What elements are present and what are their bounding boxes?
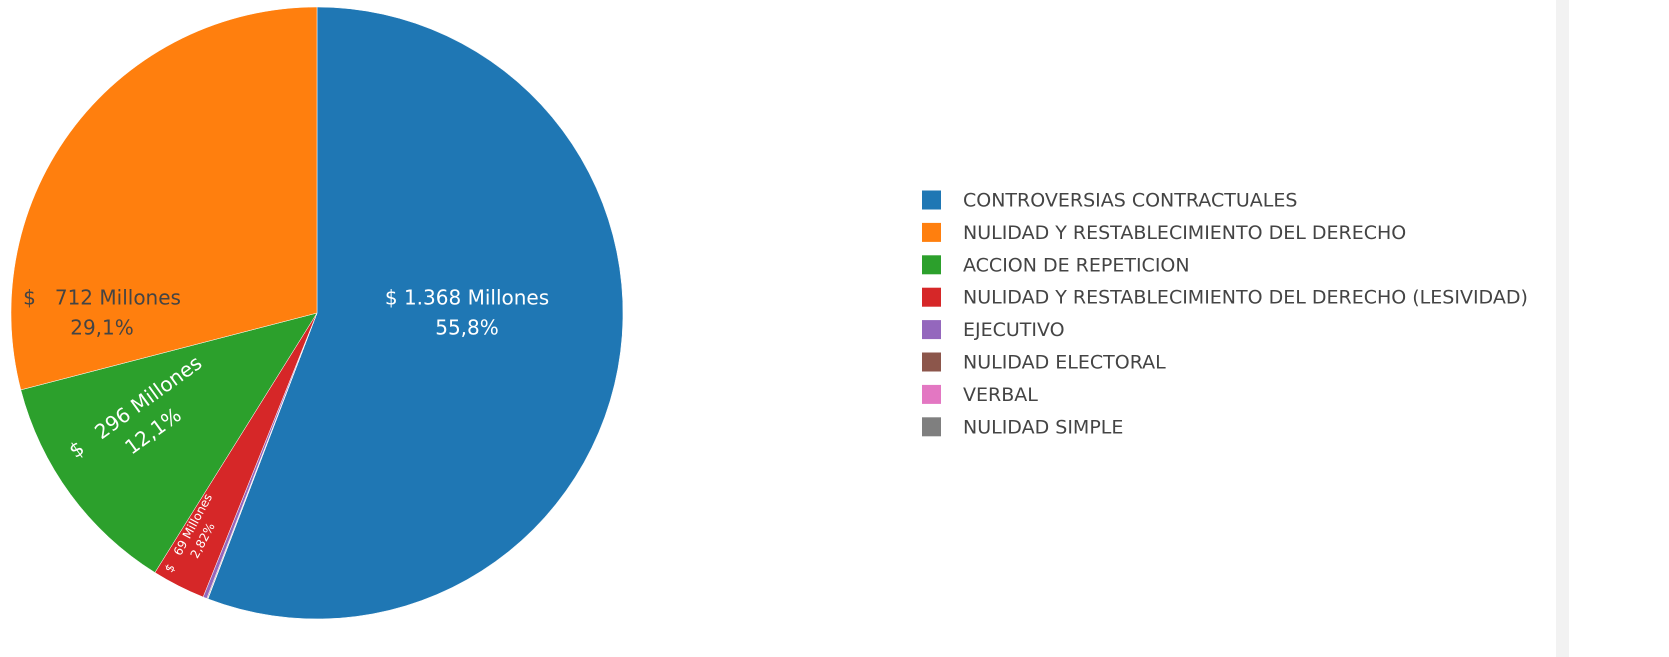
legend-swatch [922, 384, 941, 404]
legend-label: NULIDAD SIMPLE [963, 416, 1123, 438]
legend-swatch [922, 287, 941, 307]
pie [10, 6, 624, 620]
legend-swatch [922, 417, 941, 437]
legend-label: EJECUTIVO [963, 319, 1065, 341]
legend: CONTROVERSIAS CONTRACTUALES NULIDAD Y RES… [922, 190, 1528, 438]
legend-label: CONTROVERSIAS CONTRACTUALES [963, 190, 1297, 212]
legend-swatch [922, 320, 941, 340]
slice-percent-label: 29,1% [70, 316, 134, 340]
legend-swatch [922, 190, 941, 210]
pie-slice [20, 312, 318, 573]
slice-label: $ 712 Millones 29,1% [23, 286, 181, 340]
slice-percent-label: 55,8% [435, 316, 499, 340]
slice-value-label: $ 712 Millones [23, 286, 181, 310]
pie-slice [207, 6, 624, 620]
legend-label: VERBAL [963, 384, 1038, 406]
slice-label: $ 1.368 Millones 55,8% [385, 286, 549, 340]
legend-label: NULIDAD ELECTORAL [963, 352, 1166, 374]
legend-swatch [922, 352, 941, 372]
scrollbar-strip [1556, 0, 1569, 657]
legend-label: ACCION DE REPETICION [963, 254, 1190, 276]
legend-swatch [922, 222, 941, 242]
legend-label: NULIDAD Y RESTABLECIMIENTO DEL DERECHO (… [963, 287, 1528, 309]
slice-value-label: $ 1.368 Millones [385, 286, 549, 310]
legend-label: NULIDAD Y RESTABLECIMIENTO DEL DERECHO [963, 222, 1406, 244]
legend-swatch [922, 255, 941, 275]
pie-slice [10, 6, 318, 391]
